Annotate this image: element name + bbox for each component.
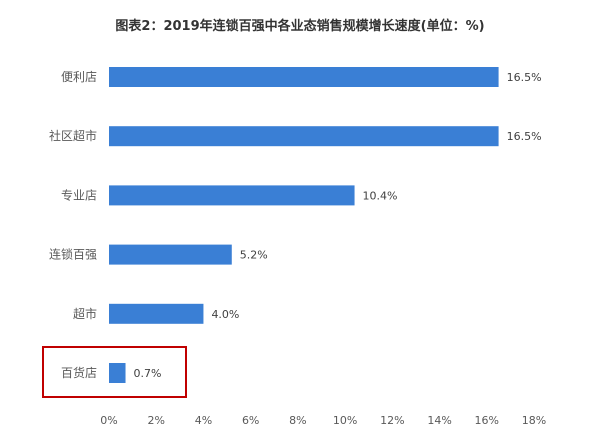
value-label: 0.7% [134, 367, 162, 380]
bar [109, 244, 232, 265]
x-tick-label: 8% [289, 414, 306, 427]
category-label: 专业店 [61, 187, 97, 202]
category-label: 连锁百强 [49, 247, 97, 262]
category-label: 便利店 [61, 70, 97, 84]
bar [109, 185, 355, 206]
x-tick-label: 18% [522, 414, 546, 427]
category-label: 超市 [73, 306, 97, 321]
x-tick-label: 16% [475, 414, 499, 427]
value-label: 4.0% [211, 308, 239, 321]
x-tick-label: 0% [100, 414, 117, 427]
value-label: 5.2% [240, 249, 268, 262]
bar [109, 363, 126, 383]
value-label: 16.5% [507, 71, 542, 84]
value-label: 10.4% [363, 189, 398, 202]
x-tick-label: 2% [147, 414, 164, 427]
x-tick-label: 12% [380, 414, 404, 427]
bar [109, 126, 499, 147]
x-tick-label: 10% [333, 414, 357, 427]
value-label: 16.5% [507, 130, 542, 143]
x-tick-label: 4% [195, 414, 212, 427]
x-axis: 0% 2% 4% 6% 8% 10% 12% 14% 16% 18% [100, 414, 546, 427]
x-tick-label: 6% [242, 414, 259, 427]
category-label: 百货店 [61, 365, 97, 380]
labels-layer: 便利店 16.5% 社区超市 16.5% 专业店 10.4% 连锁百强 5.2% 超市 4.0% 百… [49, 70, 542, 380]
bar [109, 67, 499, 87]
bar [109, 303, 204, 324]
bars-layer [109, 67, 499, 383]
chart-title: 图表2：2019年连锁百强中各业态销售规模增长速度(单位：%) [115, 19, 485, 34]
highlight-box-department-store [42, 346, 187, 398]
category-label: 社区超市 [49, 128, 97, 143]
x-tick-label: 14% [427, 414, 451, 427]
